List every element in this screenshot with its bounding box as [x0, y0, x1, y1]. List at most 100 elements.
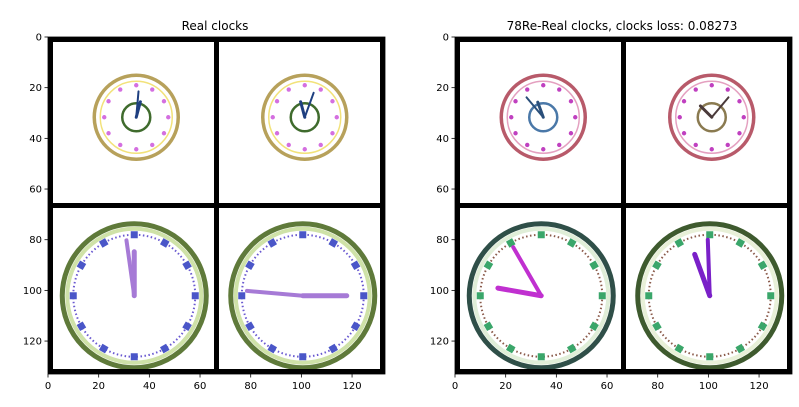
clock-real-3-hour-marker [182, 260, 192, 271]
clock-real-2-hour-marker [270, 115, 275, 120]
clock-rereal-4-hour-marker [767, 292, 775, 300]
clock-real-4-hour-marker [350, 260, 361, 271]
clock-real-3-hour-marker [98, 238, 109, 248]
left-ytick-label: 0 [36, 33, 42, 44]
clock-real-4-hour-marker [328, 238, 339, 248]
clock-rereal-1-center-ring [528, 102, 559, 133]
clock-rereal-1-hour-marker [525, 87, 530, 92]
left-ytick-label: 80 [29, 235, 42, 246]
clock-rereal-3-hour-marker [476, 292, 484, 300]
clock-rereal-2-outer-rim [668, 73, 756, 161]
clock-rereal-2-hour-marker [725, 87, 730, 92]
clock-real-2 [261, 73, 349, 161]
clock-real-1-inner-rim [99, 80, 173, 154]
clock-rereal-3-inner-rim [472, 226, 611, 365]
clock-real-4-outer-rim [228, 221, 378, 371]
clock-rereal-4-inner-rim [640, 226, 779, 365]
clock-rereal-2-inner-rim [675, 80, 749, 154]
left-axes-spine [47, 36, 386, 375]
clock-rereal-3 [466, 221, 616, 371]
clock-real-3-hour-marker [159, 238, 170, 248]
clock-rereal-3-hour-hand [495, 285, 544, 299]
clock-rereal-1-minute-hand [525, 96, 545, 119]
clock-real-3-hour-marker [130, 231, 138, 239]
clock-real-1-hour-marker [166, 115, 171, 120]
clock-rereal-4-outer-rim [635, 221, 785, 371]
clock-real-4-hour-marker [245, 260, 255, 271]
clock-real-1-hour-marker [134, 83, 139, 88]
right-ytick-label: 20 [436, 83, 449, 94]
clock-rereal-1-hour-marker [557, 142, 562, 148]
clock-real-4-hour-marker [360, 292, 368, 300]
clock-rereal-3-hour-marker [566, 238, 577, 248]
right-ytick-label: 100 [430, 286, 449, 297]
clock-rereal-2-hour-marker [677, 115, 682, 120]
clock-rereal-3-hour-marker [483, 260, 494, 271]
clock-rereal-1-hour-marker [513, 131, 518, 136]
right-axes: 0 20 40 60 80 100 120 0 20 40 60 80 100 120 [430, 33, 793, 392]
clock-rereal-4-hour-marker [674, 343, 685, 354]
clock-real-1-minute-hand [135, 90, 140, 119]
clock-rereal-1-hour-marker [525, 142, 530, 148]
right-ytick-label: 120 [430, 337, 449, 348]
clock-rereal-2-hour-marker [737, 131, 742, 136]
clock-rereal-2-center-ring [696, 102, 727, 133]
left-ytick-label: 60 [29, 185, 42, 196]
clock-rereal-3-hour-marker [598, 292, 606, 300]
clock-real-4-hour-marker [299, 231, 307, 239]
clock-real-1-hour-marker [150, 87, 155, 92]
clock-real-1-hour-marker [150, 142, 155, 148]
clock-real-1-hour-marker [161, 131, 167, 136]
clock-real-4-hour-marker [350, 321, 361, 332]
left-xtick-label: 40 [143, 381, 156, 392]
clock-rereal-4-hour-marker [652, 260, 662, 271]
clock-real-4-inner-rim [233, 226, 372, 365]
clock-real-2-hour-marker [330, 99, 335, 104]
clock-rereal-2-hour-marker [737, 99, 742, 104]
clock-real-4-hour-marker [267, 343, 278, 354]
right-ytick-label: 80 [436, 235, 449, 246]
clock-real-3-hour-marker [191, 292, 199, 300]
clock-real-2-hour-marker [302, 83, 307, 88]
clock-real-2-hour-marker [318, 87, 323, 92]
clock-rereal-2-hour-marker [681, 99, 687, 104]
clock-rereal-4-hour-marker [645, 292, 653, 300]
left-xtick-label: 0 [45, 381, 51, 392]
clock-rereal-4-hour-marker [757, 321, 768, 332]
clock-real-3-inner-rim [65, 226, 204, 365]
clock-rereal-2 [668, 73, 756, 161]
right-ytick-label: 40 [436, 134, 449, 145]
clock-real-4 [228, 221, 378, 371]
clock-real-3-hour-marker [182, 321, 192, 332]
clock-real-1-hour-marker [106, 99, 111, 104]
left-xtick-label: 100 [292, 381, 311, 392]
left-xtick-label: 60 [194, 381, 207, 392]
clock-real-2-hour-marker [318, 142, 323, 148]
clock-rereal-1-hour-marker [568, 99, 574, 104]
clock-real-2-center-ring [289, 102, 320, 133]
right-xtick-label: 0 [452, 381, 458, 392]
clock-rereal-1-outer-rim [499, 73, 587, 161]
clock-rereal-3-outer-rim [466, 221, 616, 371]
clock-rereal-2-hour-marker [741, 115, 746, 120]
clock-real-3-hour-marker [76, 260, 87, 271]
clock-rereal-2-minute-hand [710, 96, 730, 119]
clock-real-4-hour-marker [299, 353, 307, 361]
right-xtick-label: 80 [651, 381, 664, 392]
left-ytick-label: 100 [23, 286, 42, 297]
clock-real-4-minute-hand [244, 288, 305, 298]
clock-real-3-hour-marker [130, 353, 138, 361]
clock-rereal-3-hour-marker [537, 231, 545, 239]
clock-real-3-hour-marker [76, 321, 87, 332]
clock-rereal-2-hour-marker [693, 87, 698, 92]
clock-real-1-outer-rim [92, 73, 180, 161]
clock-rereal-3-hour-marker [589, 321, 599, 332]
clock-rereal-2-hour-marker [709, 83, 714, 88]
right-ytick-label: 60 [436, 185, 449, 196]
right-xtick-label: 100 [699, 381, 718, 392]
clock-rereal-1-hour-marker [509, 115, 514, 120]
clock-rereal-3-minute-hand [511, 245, 544, 298]
clock-real-3-hour-marker [69, 292, 77, 300]
clock-rereal-3-hour-marker [589, 260, 599, 271]
clock-rereal-4-hour-marker [652, 321, 662, 332]
